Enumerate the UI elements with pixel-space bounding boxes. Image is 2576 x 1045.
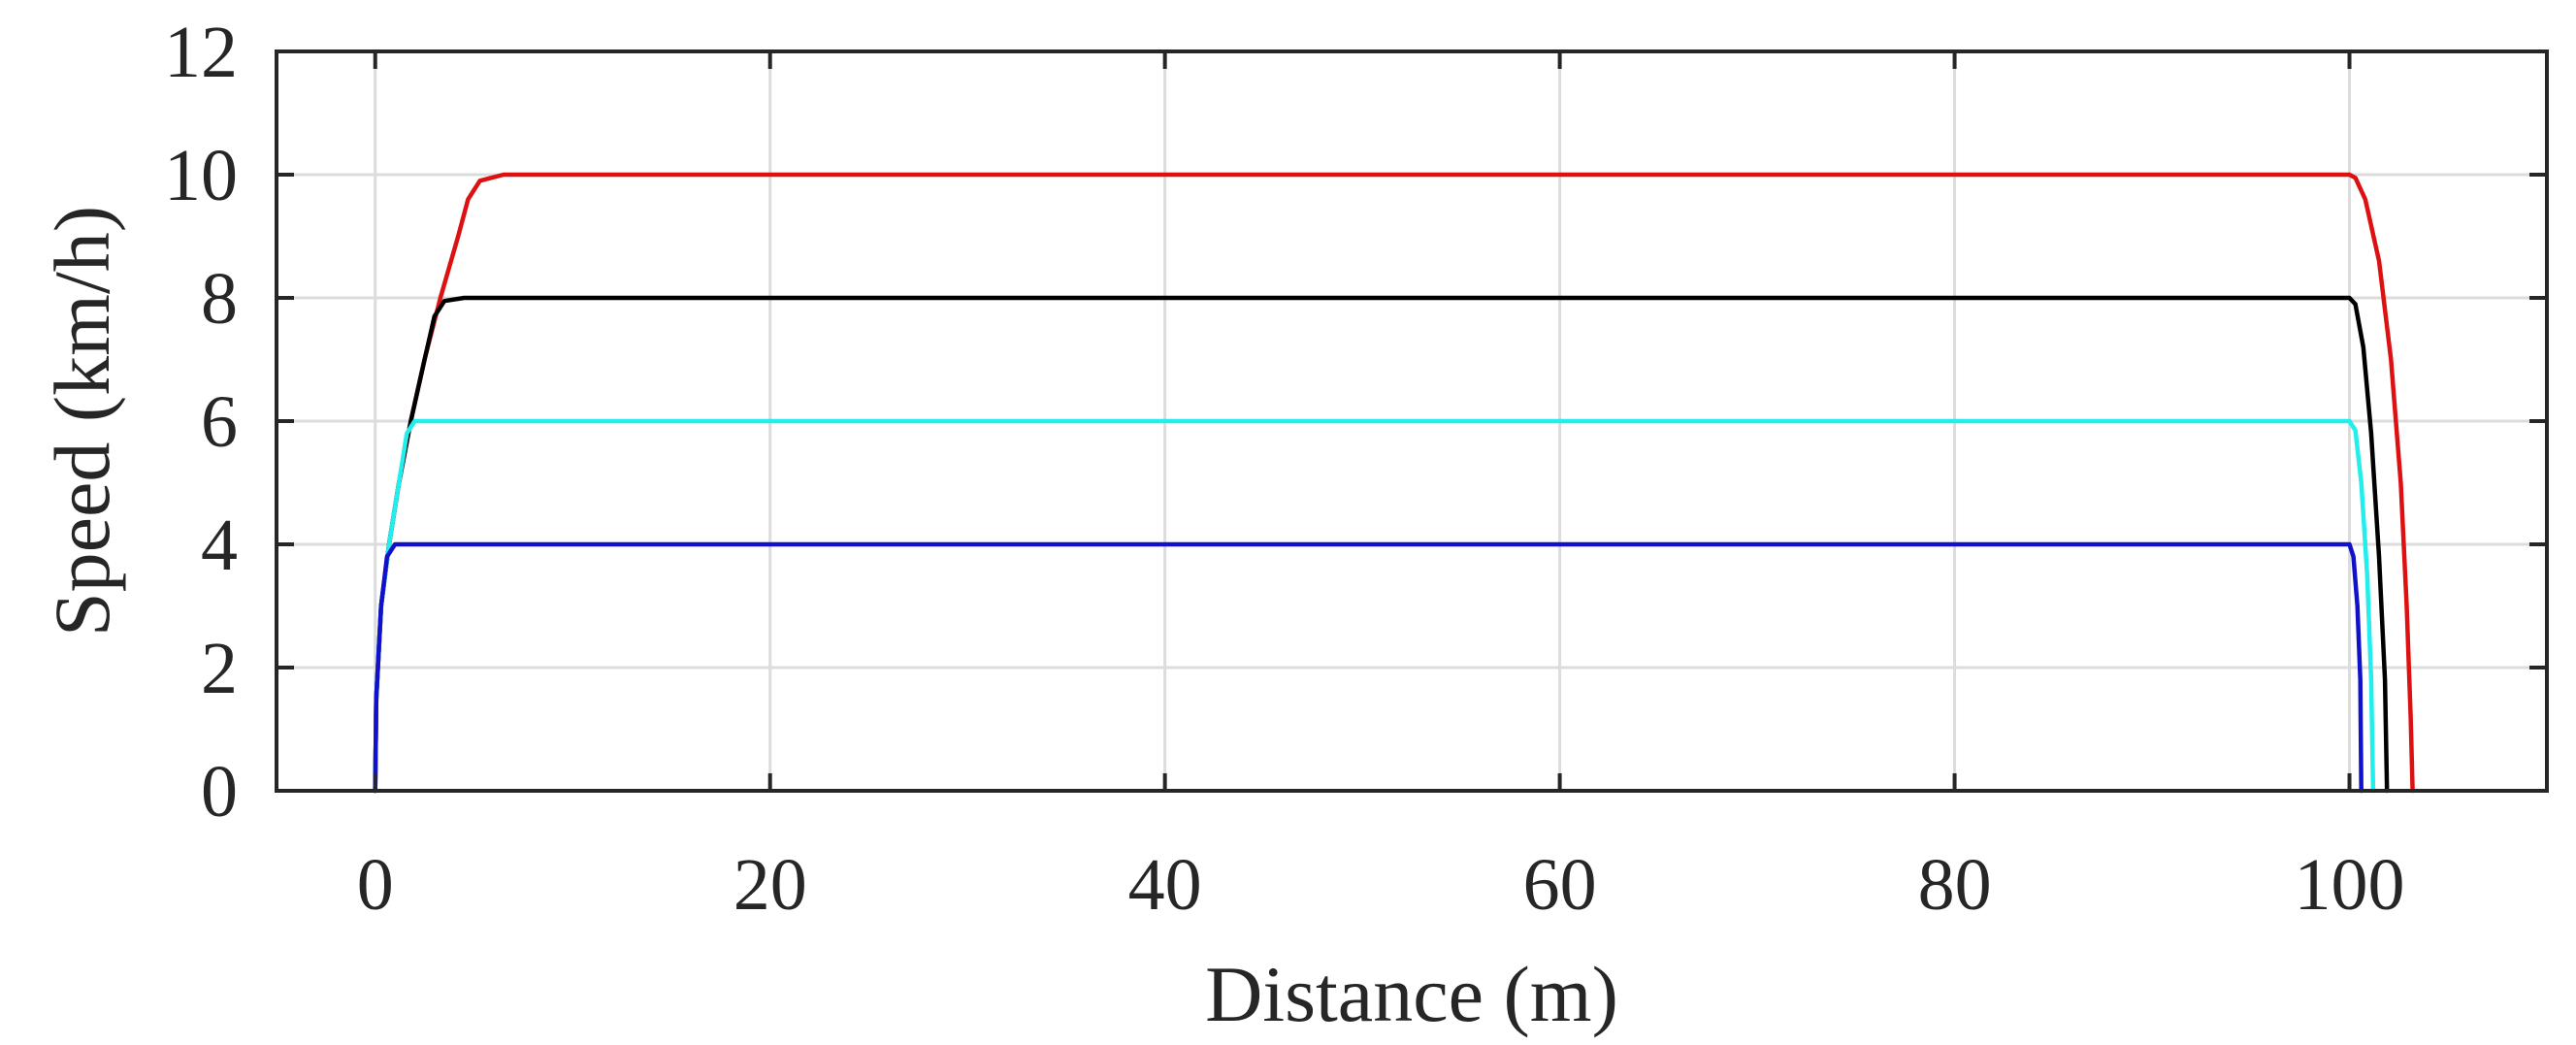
y-tick-label-5: 10 <box>164 135 238 216</box>
x-tick-label-4: 80 <box>1918 844 1992 926</box>
x-tick-label-3: 60 <box>1523 844 1597 926</box>
series-line-2 <box>373 418 2376 794</box>
y-tick-label-6: 12 <box>164 12 238 93</box>
x-tick-label-0: 0 <box>357 844 394 926</box>
x-tick-label-5: 100 <box>2295 844 2405 926</box>
x-tick-label-2: 40 <box>1128 844 1202 926</box>
x-tick-label-1: 20 <box>734 844 807 926</box>
y-tick-label-4: 8 <box>201 258 238 340</box>
x-tick-labels: 0 20 40 60 80 100 <box>357 844 2405 926</box>
axis-ticks <box>277 49 2547 793</box>
y-tick-label-2: 4 <box>201 505 238 586</box>
y-tick-label-3: 6 <box>201 381 238 463</box>
y-tick-label-1: 2 <box>201 628 238 709</box>
x-axis-label: Distance (m) <box>1205 950 1618 1038</box>
series-line-0 <box>373 172 2415 794</box>
series-lines <box>373 172 2415 794</box>
y-tick-labels: 0 2 4 6 8 10 12 <box>164 12 238 833</box>
y-axis-label: Speed (km/h) <box>38 206 126 637</box>
series-line-3 <box>373 541 2364 794</box>
y-tick-label-0: 0 <box>201 751 238 833</box>
